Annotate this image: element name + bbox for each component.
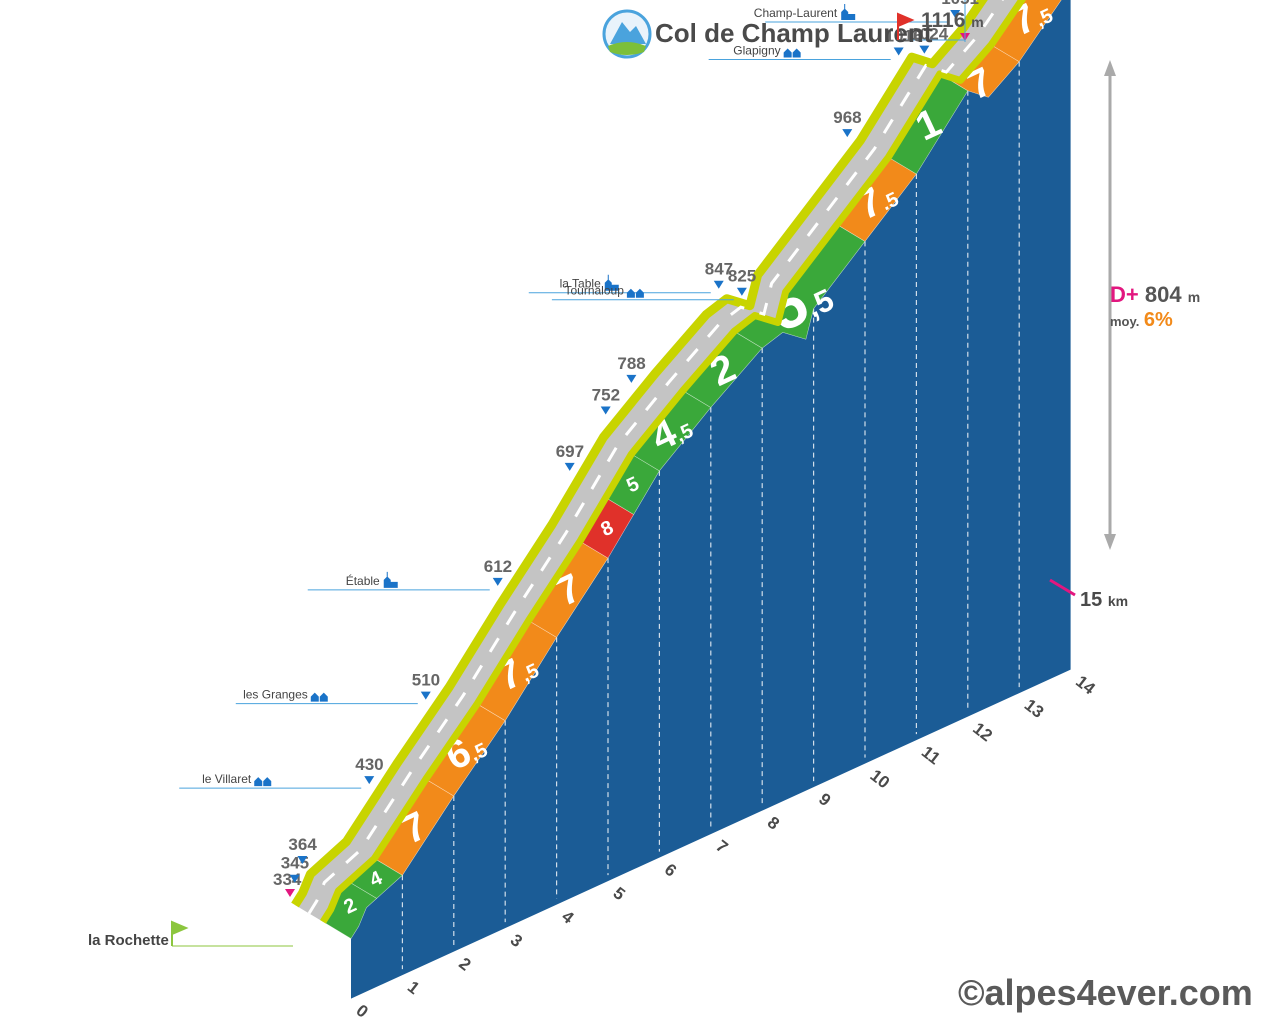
waypoint-place-name: le Villaret xyxy=(202,772,252,786)
waypoint-altitude: 612 xyxy=(484,557,512,576)
waypoint-altitude: 752 xyxy=(592,386,620,405)
house-icon xyxy=(626,288,644,298)
start-marker-icon xyxy=(285,889,295,897)
summit-altitude: 1116 m xyxy=(921,9,984,32)
average-grade-value: 6% xyxy=(1144,309,1173,331)
waypoint-altitude: 1016 xyxy=(885,26,923,45)
average-grade-prefix: moy. xyxy=(1110,314,1139,329)
grade-segment xyxy=(990,0,1062,63)
church-icon xyxy=(383,571,398,588)
elevation-gain: D+ 804 m xyxy=(1110,282,1200,307)
elevation-arrow xyxy=(1104,60,1116,550)
road-centerline xyxy=(307,0,1004,915)
km-tick-label: 12 xyxy=(969,719,996,746)
waypoint-place-name: Glapigny xyxy=(733,43,780,57)
house-icon xyxy=(783,48,801,58)
km-tick-label: 4 xyxy=(558,907,578,928)
elevation-gain-value: 804 xyxy=(1145,282,1182,307)
waypoint-altitude: 847 xyxy=(705,260,733,279)
waypoint-place-name: Étable xyxy=(346,573,380,588)
waypoint-place-name: la Table xyxy=(560,277,601,291)
start-altitude: 334 xyxy=(273,870,302,889)
profile-base xyxy=(351,0,1071,999)
km-tick-label: 8 xyxy=(764,813,783,834)
distance-total: 15 km xyxy=(1080,589,1128,611)
average-grade: moy. 6% xyxy=(1110,309,1173,331)
waypoint-place-name: Champ-Laurent xyxy=(754,6,838,20)
summit-flag-icon xyxy=(897,12,915,40)
waypoint-marker-icon xyxy=(842,129,853,138)
waypoint-marker-icon xyxy=(919,45,930,54)
distance-total-value: 15 xyxy=(1080,589,1102,611)
chart-title: Col de Champ Laurent xyxy=(655,18,933,48)
waypoint-marker-icon xyxy=(736,287,747,296)
elevation-gain-unit: m xyxy=(1188,289,1200,305)
elevation-gain-prefix: D+ xyxy=(1110,282,1139,307)
summit-altitude-unit: m xyxy=(971,14,983,30)
km-tick-label: 14 xyxy=(1072,672,1099,699)
waypoint-marker-icon xyxy=(893,47,904,56)
road-band xyxy=(295,0,1022,922)
start-flag-icon xyxy=(171,920,189,946)
waypoint-marker-icon xyxy=(600,406,611,415)
road-surface xyxy=(291,0,1027,924)
road-edge-inner xyxy=(320,0,1027,924)
house-icon xyxy=(310,692,328,702)
km-tick-label: 2 xyxy=(455,954,474,975)
waypoint-place-name: Tournaloup xyxy=(564,284,624,298)
waypoint-place-name: les Granges xyxy=(243,688,308,702)
waypoint-altitude: 825 xyxy=(728,267,756,286)
waypoint-marker-icon xyxy=(364,776,375,785)
km-tick-label: 6 xyxy=(661,860,680,881)
copyright-credit: ©alpes4ever.com xyxy=(958,972,1253,1013)
summit-altitude-value: 1116 xyxy=(921,9,965,32)
km-tick-label: 0 xyxy=(353,1001,372,1022)
km-tick-label: 1 xyxy=(404,977,423,998)
waypoint-marker-icon xyxy=(713,280,724,289)
waypoint-altitude: 1024 xyxy=(910,25,948,44)
road-edge-outer xyxy=(291,0,988,908)
summit-badge xyxy=(602,9,652,59)
house-icon xyxy=(254,777,272,787)
waypoint-altitude: 1051 xyxy=(941,0,979,8)
waypoint-marker-icon xyxy=(564,462,575,471)
waypoint-marker-icon xyxy=(626,374,637,383)
km-tick-label: 10 xyxy=(867,766,894,793)
start-name: la Rochette xyxy=(88,932,169,949)
waypoint-marker-icon xyxy=(492,577,503,586)
km-tick-label: 5 xyxy=(610,883,629,904)
waypoint-altitude: 364 xyxy=(288,835,317,854)
church-icon xyxy=(604,274,619,291)
waypoint-altitude: 510 xyxy=(412,671,440,690)
km-tick-label: 9 xyxy=(815,789,834,810)
mountain-icon-meadow xyxy=(608,42,646,55)
waypoint-altitude: 968 xyxy=(833,108,861,127)
waypoint-altitude: 430 xyxy=(355,755,383,774)
waypoint-altitude: 788 xyxy=(617,354,645,373)
waypoint-marker-icon xyxy=(420,691,431,700)
mountain-icon-peak xyxy=(610,22,646,44)
km-tick-label: 11 xyxy=(918,742,944,768)
waypoint-marker-icon xyxy=(950,10,961,19)
distance-tick xyxy=(1049,578,1076,597)
waypoint-marker-icon xyxy=(289,874,300,883)
km-tick-label: 3 xyxy=(507,930,526,951)
distance-total-unit: km xyxy=(1108,593,1128,609)
km-tick-label: 13 xyxy=(1021,695,1048,722)
church-icon xyxy=(841,4,856,21)
waypoint-marker-icon xyxy=(297,856,308,865)
km-tick-label: 7 xyxy=(712,836,731,857)
waypoint-altitude: 697 xyxy=(556,442,584,461)
